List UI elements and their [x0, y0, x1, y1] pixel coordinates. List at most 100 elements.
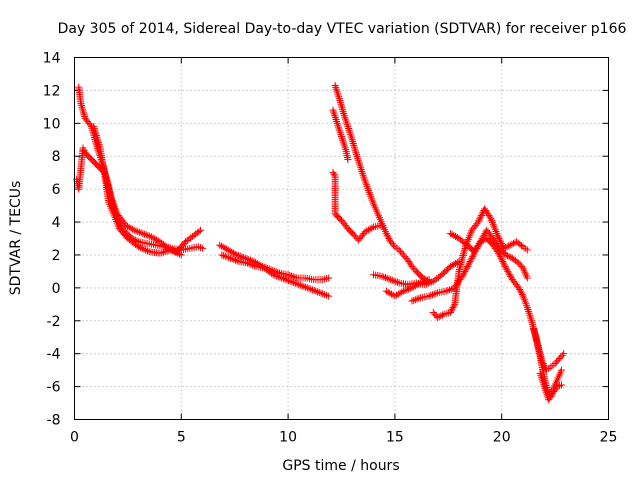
data-point — [517, 289, 525, 297]
data-point — [230, 256, 238, 264]
data-point — [315, 288, 323, 296]
data-point — [331, 81, 339, 89]
series-seg-n — [530, 325, 568, 374]
data-point — [334, 121, 342, 129]
data-point — [437, 312, 445, 320]
data-point — [502, 251, 510, 259]
data-point — [110, 212, 118, 220]
data-point — [368, 224, 376, 232]
data-point — [289, 273, 297, 281]
data-point — [302, 283, 310, 291]
data-point — [291, 279, 299, 287]
data-point — [425, 276, 433, 284]
data-point — [474, 218, 482, 226]
data-point — [143, 247, 151, 255]
data-point — [271, 271, 279, 279]
data-point — [134, 228, 142, 236]
data-point — [337, 131, 345, 139]
data-point — [467, 256, 475, 264]
data-point — [343, 119, 351, 127]
data-point — [353, 152, 361, 160]
series-seg-h — [329, 169, 386, 244]
data-point — [218, 251, 226, 259]
data-point — [94, 137, 102, 145]
data-point — [378, 272, 386, 280]
y-tick-label: -6 — [47, 380, 61, 396]
data-point — [486, 213, 494, 221]
data-point — [350, 143, 358, 151]
y-axis-label: SDTVAR / TECUs — [8, 181, 24, 296]
x-tick-label: 10 — [279, 430, 297, 446]
data-point — [142, 246, 150, 254]
data-point — [539, 360, 547, 368]
data-point — [341, 142, 349, 150]
data-point — [356, 160, 364, 168]
data-point — [334, 91, 342, 99]
data-point — [352, 149, 360, 157]
data-point — [99, 167, 107, 175]
data-point — [506, 271, 514, 279]
data-point — [331, 112, 339, 120]
data-point — [140, 245, 148, 253]
data-point — [508, 240, 516, 248]
series-seg-j — [382, 276, 433, 300]
data-point — [226, 254, 234, 262]
data-point — [279, 275, 287, 283]
data-point — [336, 96, 344, 104]
data-point — [233, 251, 241, 259]
data-point — [339, 108, 347, 116]
data-point — [551, 360, 559, 368]
data-point — [476, 238, 484, 246]
data-point — [392, 278, 400, 286]
data-point — [95, 140, 103, 148]
data-point — [340, 140, 348, 148]
data-point — [506, 241, 514, 249]
data-point — [138, 244, 146, 252]
data-point — [337, 100, 345, 108]
y-tick-label: -4 — [47, 347, 61, 363]
data-point — [293, 280, 301, 288]
data-point — [79, 107, 87, 115]
data-point — [500, 244, 508, 252]
data-point — [415, 280, 423, 288]
data-point — [114, 221, 122, 229]
x-tick-label: 15 — [386, 430, 404, 446]
data-point — [232, 256, 240, 264]
data-point — [274, 273, 282, 281]
data-point — [112, 215, 120, 223]
data-point — [488, 218, 496, 226]
data-point — [446, 309, 454, 317]
data-point — [108, 195, 116, 203]
data-point — [129, 225, 137, 233]
data-point — [77, 100, 85, 108]
data-point — [295, 281, 303, 289]
data-point — [501, 244, 509, 252]
data-point — [399, 251, 407, 259]
data-point — [135, 228, 143, 236]
data-point — [113, 219, 121, 227]
data-point — [142, 231, 150, 239]
data-point — [339, 106, 347, 114]
y-tick-label: 4 — [52, 215, 61, 231]
data-point — [476, 215, 484, 223]
series-seg-a — [75, 83, 207, 254]
data-point — [303, 284, 311, 292]
data-point — [168, 247, 176, 255]
data-point — [348, 136, 356, 144]
data-point — [525, 309, 533, 317]
data-point — [465, 259, 473, 267]
data-point — [174, 249, 182, 257]
data-point — [249, 261, 257, 269]
data-point — [431, 310, 439, 318]
data-point — [109, 208, 117, 216]
data-point — [338, 102, 345, 110]
data-point — [555, 355, 563, 363]
data-point — [384, 233, 392, 241]
data-point — [393, 278, 401, 286]
data-point — [387, 276, 395, 284]
data-point — [291, 273, 299, 281]
data-point — [385, 275, 393, 283]
data-point — [325, 292, 333, 300]
data-point — [489, 220, 497, 228]
